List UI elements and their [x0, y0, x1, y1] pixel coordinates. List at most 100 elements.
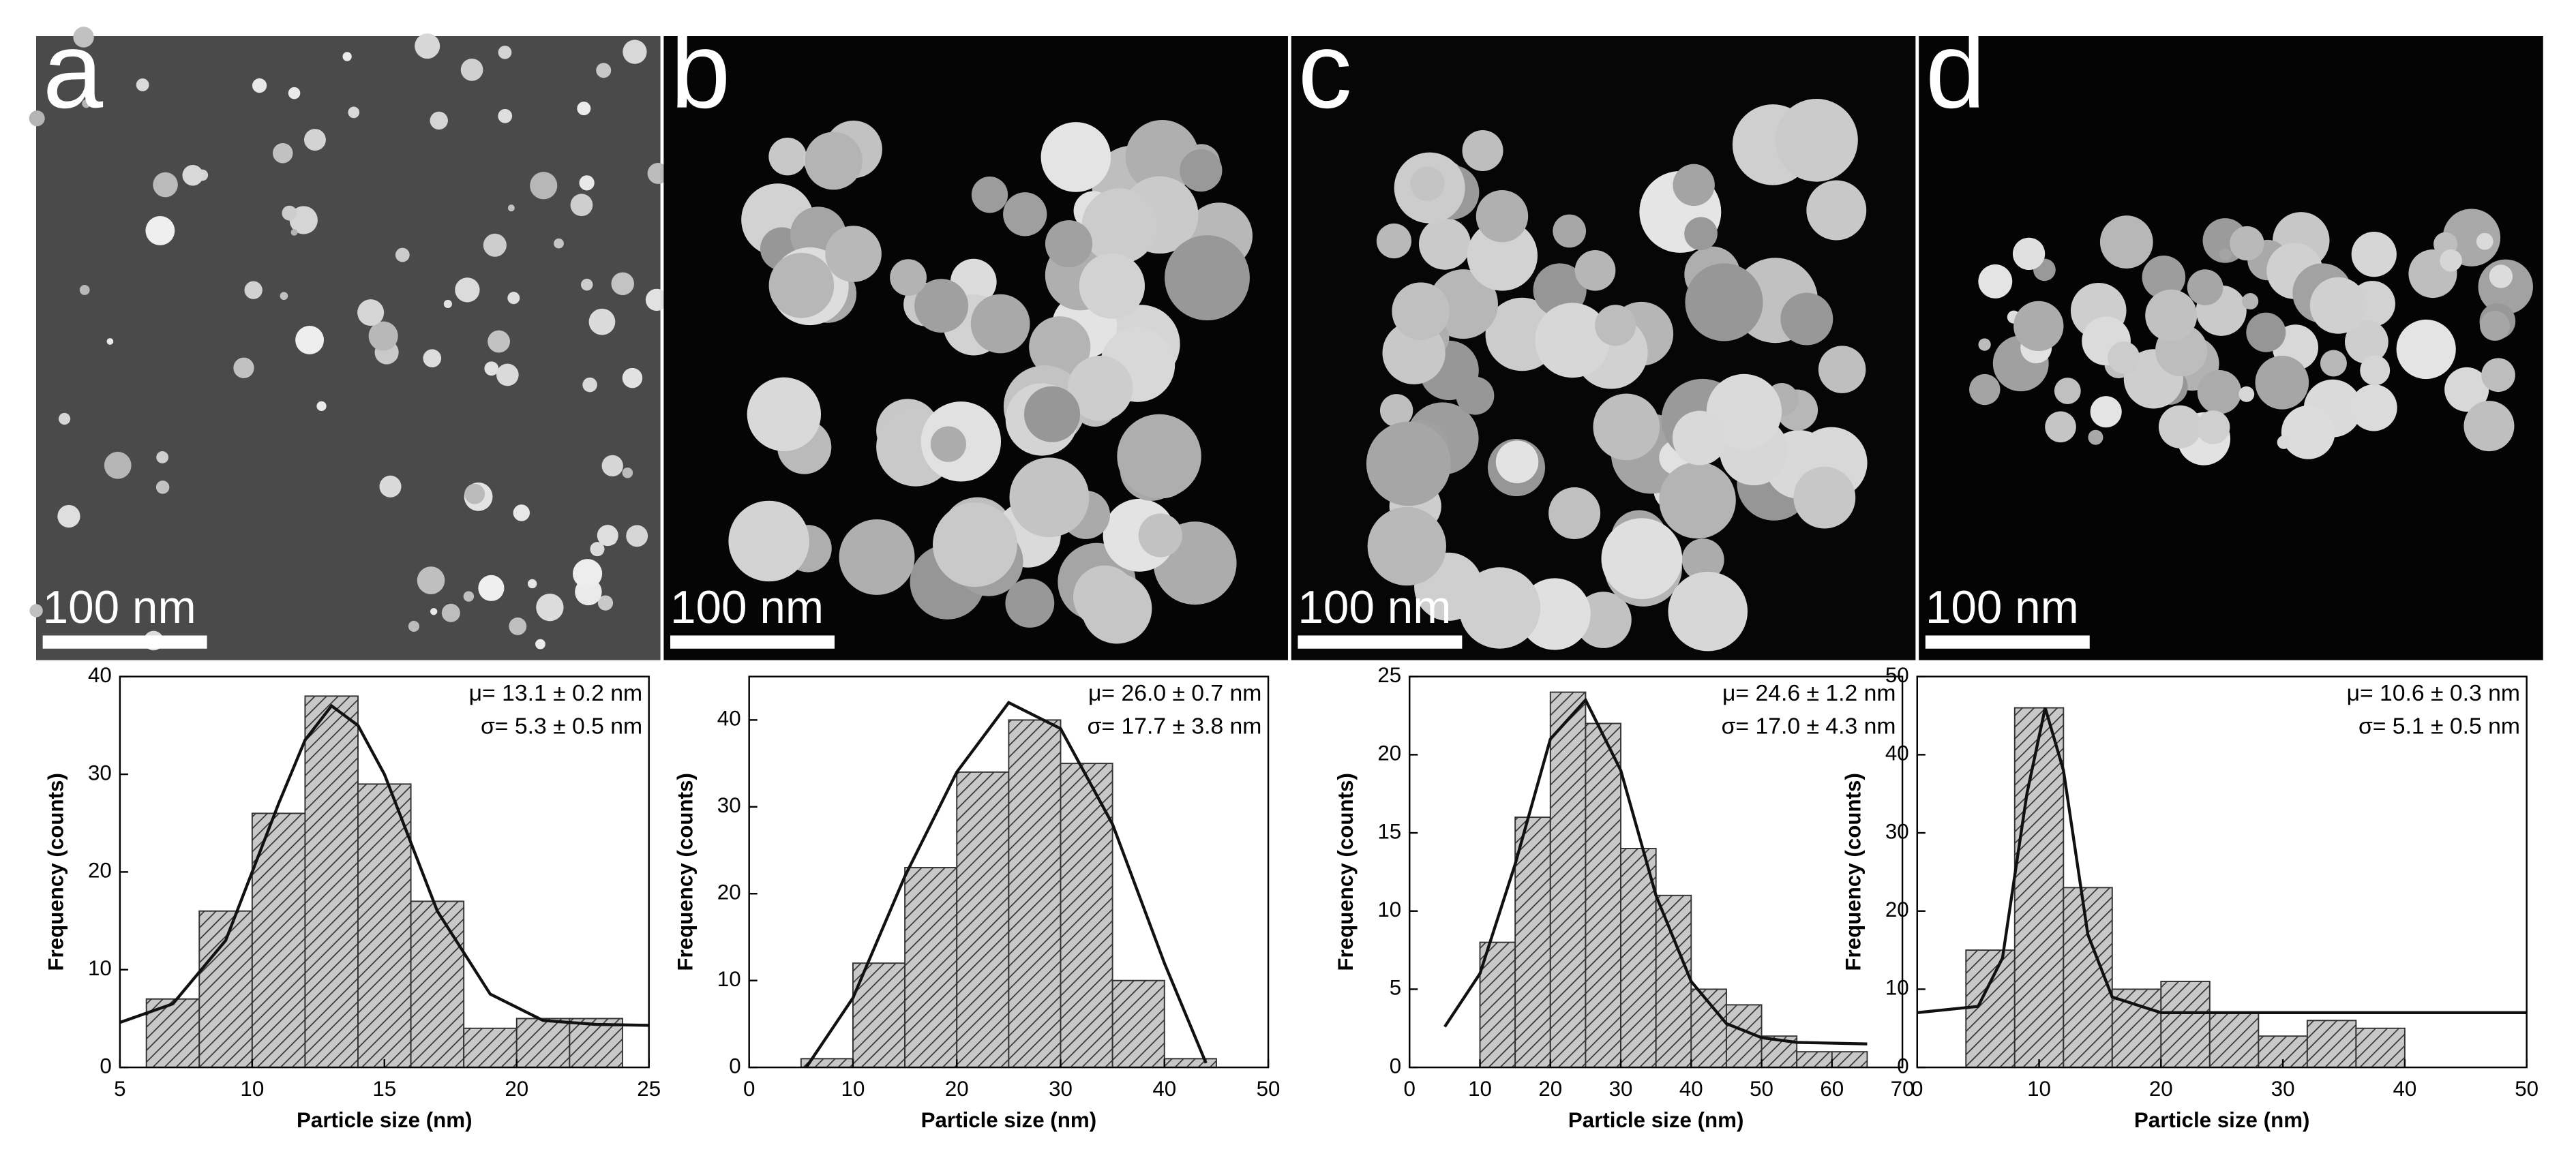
particle: [2099, 215, 2153, 269]
particle: [244, 281, 263, 299]
particle: [280, 292, 288, 301]
scale-bar: [670, 635, 835, 649]
particle: [933, 502, 1017, 587]
particle: [2277, 436, 2291, 449]
particle: [395, 247, 410, 262]
particle: [2480, 311, 2511, 341]
x-tick-label: 10: [2027, 1077, 2051, 1101]
bar: [956, 771, 1010, 1069]
bar: [1514, 816, 1551, 1069]
y-tick-label: 20: [88, 859, 112, 883]
particle: [496, 363, 519, 386]
particle: [527, 579, 537, 589]
particle: [768, 252, 835, 318]
histogram-panel: 0 10 20 30 40 50 0 10 20 30 40 Particle size (nm) Fr…: [673, 675, 1280, 1132]
y-axis-title: Frequency (counts): [44, 773, 68, 971]
x-tick-label: 20: [945, 1077, 969, 1101]
particle: [2219, 248, 2232, 261]
bar: [304, 695, 359, 1069]
particle: [1601, 518, 1683, 600]
particle: [622, 467, 633, 478]
annotation: μ= 24.6 ± 1.2 nm: [1722, 680, 1896, 706]
particle: [930, 426, 966, 462]
particle: [79, 285, 90, 295]
x-tick-label: 40: [1679, 1077, 1703, 1101]
particle: [2088, 429, 2103, 445]
particle: [2187, 269, 2223, 305]
particle: [415, 33, 440, 59]
x-tick-label: 40: [1152, 1077, 1176, 1101]
particle: [1045, 220, 1093, 268]
particle: [530, 172, 558, 200]
bar: [463, 1027, 518, 1069]
fit-curve: [119, 703, 649, 1027]
annotation: μ= 10.6 ± 0.3 nm: [2347, 680, 2520, 706]
particle: [2350, 384, 2397, 431]
particle: [295, 325, 325, 354]
scale-bar-label: 100 nm: [1926, 582, 2079, 633]
bar: [198, 910, 253, 1069]
particle: [2246, 312, 2286, 352]
particle: [1003, 192, 1047, 236]
x-axis-title: Particle size (nm): [1568, 1108, 1744, 1132]
particle: [1023, 386, 1081, 442]
scale-bar: [1298, 635, 1463, 649]
y-axis-title: Frequency (counts): [1334, 773, 1358, 971]
particle: [282, 205, 297, 221]
x-tick-label: 25: [637, 1077, 661, 1101]
particle: [368, 321, 398, 351]
particle: [1495, 440, 1539, 483]
particle: [2489, 264, 2513, 288]
scale-bar-label: 100 nm: [670, 582, 824, 633]
particle: [825, 226, 882, 282]
particle: [2045, 411, 2076, 443]
micrograph: [36, 36, 661, 660]
y-tick-label: 0: [1897, 1054, 1908, 1078]
y-tick-label: 40: [1885, 742, 1909, 765]
particle: [2145, 289, 2198, 341]
particle: [443, 299, 452, 309]
x-axis-title: Particle size (nm): [921, 1108, 1097, 1132]
bar: [904, 867, 958, 1069]
x-tick-label: 30: [1049, 1077, 1073, 1101]
plot-frame: [1409, 675, 1904, 1069]
x-tick-label: 5: [114, 1077, 125, 1101]
y-tick-label: 10: [1377, 898, 1401, 921]
particle: [1672, 410, 1727, 465]
particle: [348, 106, 360, 119]
particle: [2158, 405, 2202, 448]
particle: [1684, 217, 1718, 251]
particle: [588, 308, 616, 335]
fit-curve: [1443, 697, 1868, 1045]
fit-curve: [1917, 707, 2527, 1014]
y-tick-label: 25: [1377, 663, 1401, 687]
particle: [1553, 214, 1587, 248]
panel-label: a: [43, 10, 104, 131]
particle: [580, 278, 593, 291]
particle: [430, 608, 438, 615]
particle: [1595, 305, 1636, 346]
bar: [2111, 988, 2162, 1069]
particle: [2012, 237, 2046, 271]
particle: [579, 175, 595, 191]
particle: [153, 172, 178, 198]
bar: [1008, 719, 1062, 1069]
particle: [2242, 293, 2259, 310]
particle: [804, 132, 863, 190]
particle: [2344, 320, 2388, 364]
particle: [601, 455, 623, 477]
particle: [2396, 319, 2456, 380]
x-axis-title: Particle size (nm): [2134, 1108, 2310, 1132]
particle: [1978, 264, 2013, 299]
particle: [2360, 355, 2391, 386]
annotation: μ= 26.0 ± 0.7 nm: [1088, 680, 1261, 706]
particle: [1029, 316, 1091, 378]
particle: [1079, 253, 1145, 319]
particle: [626, 525, 648, 547]
annotation: σ= 5.1 ± 0.5 nm: [2358, 713, 2520, 739]
bar: [2208, 1011, 2260, 1069]
particle: [316, 401, 327, 412]
fit-curve: [805, 701, 1208, 1069]
particle: [1793, 466, 1856, 529]
